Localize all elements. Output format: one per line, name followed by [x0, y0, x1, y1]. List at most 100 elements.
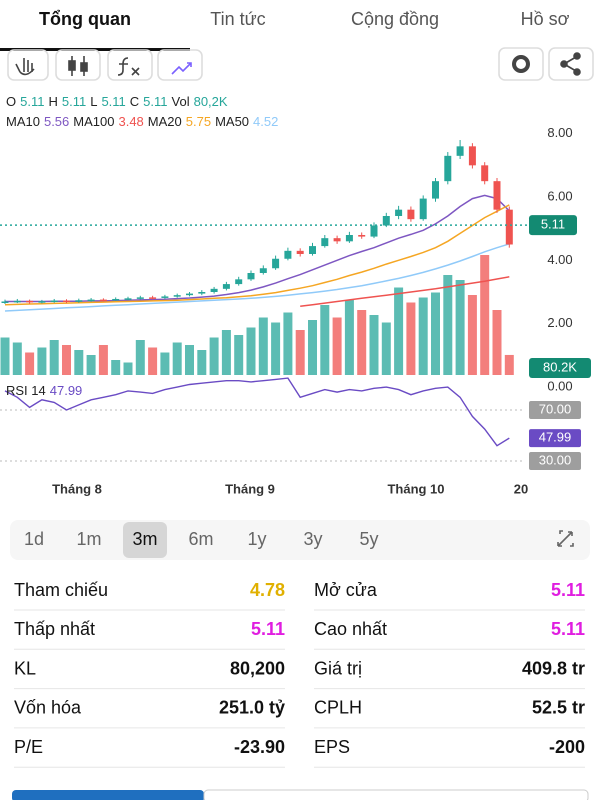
candle-body	[87, 299, 95, 302]
volume-bar	[221, 330, 231, 375]
volume-bar	[443, 275, 453, 375]
volume-bar	[209, 337, 219, 375]
x-tick-label: 20	[514, 481, 528, 496]
bottom-button[interactable]	[203, 789, 589, 800]
expand-icon[interactable]	[557, 530, 574, 547]
tab[interactable]: Hồ sơ	[521, 9, 570, 29]
stat-value: 5.11	[251, 619, 285, 639]
volume-bar	[320, 305, 330, 375]
volume-bar	[357, 310, 367, 375]
volume-bar	[197, 350, 207, 375]
legend-item: 5.11	[62, 94, 86, 109]
rsi-legend-name: RSI 14	[6, 383, 46, 398]
legend-item: O	[6, 94, 16, 109]
stat-label: Thấp nhất	[14, 619, 95, 639]
volume-bar	[74, 350, 84, 375]
volume-bar	[394, 287, 404, 375]
candle-body	[26, 300, 34, 303]
candle-body	[235, 279, 243, 285]
stat-label: Giá trị	[314, 658, 362, 678]
legend-row: MA10 5.56 MA100 3.48 MA20 5.75 MA50 4.52	[6, 114, 278, 129]
volume-bar	[62, 345, 71, 375]
volume-bar	[406, 302, 416, 375]
volume-bar	[271, 322, 281, 375]
tool-button[interactable]	[7, 49, 49, 81]
candle-body	[444, 155, 452, 182]
bottom-button[interactable]	[12, 790, 204, 800]
stat-value: 80,200	[230, 658, 285, 678]
candle-body	[186, 293, 193, 296]
candle-body	[198, 292, 206, 294]
legend-item: 5.11	[20, 94, 44, 109]
volume-bar	[308, 320, 317, 375]
tool-button[interactable]	[107, 49, 153, 81]
volume-bar	[135, 340, 145, 375]
x-tick-label: Tháng 9	[225, 481, 275, 496]
candle-body	[149, 297, 157, 299]
candle-body	[296, 250, 304, 254]
rsi-tick-badge	[529, 452, 581, 470]
volume-bar	[234, 335, 244, 375]
candle-body	[161, 296, 169, 298]
stat-label: Vốn hóa	[14, 698, 82, 718]
stat-value: 251.0 tỷ	[219, 698, 285, 718]
tool-button[interactable]	[157, 49, 203, 81]
stat-value: -23.90	[234, 737, 285, 757]
tab[interactable]: Cộng đồng	[351, 9, 439, 29]
y-tick-label: 6.00	[547, 188, 572, 203]
volume-bar	[86, 355, 96, 375]
tab[interactable]: Tin tức	[210, 9, 265, 29]
volume-bar	[418, 297, 428, 375]
legend-item: C	[130, 94, 139, 109]
share-dot	[560, 60, 568, 68]
last-price-label: 5.11	[541, 217, 565, 232]
rsi-value-badge	[529, 429, 581, 448]
range-button[interactable]: 1m	[76, 529, 101, 549]
stat-value: 5.11	[551, 580, 585, 600]
range-button[interactable]: 1d	[24, 529, 44, 549]
candle-body	[468, 146, 476, 166]
candle-body	[1, 301, 9, 303]
legend-item: MA100	[73, 114, 114, 129]
candle-body	[432, 181, 439, 199]
candle-body	[222, 284, 230, 289]
legend-item: L	[90, 94, 97, 109]
volume-bar	[37, 347, 47, 375]
share-button[interactable]	[548, 47, 594, 81]
stat-label: KL	[14, 658, 36, 678]
candle-body	[284, 250, 292, 259]
stat-label: Mở cửa	[314, 580, 378, 600]
candle-body	[345, 235, 353, 242]
volume-bar	[455, 280, 465, 375]
range-button[interactable]: 5y	[359, 529, 378, 549]
range-button[interactable]: 6m	[188, 529, 213, 549]
candle-body	[370, 225, 378, 237]
candle-body	[419, 198, 427, 220]
range-button[interactable]: 3m	[132, 529, 157, 549]
candle-body	[407, 209, 415, 220]
stat-value: 5.11	[551, 619, 585, 639]
stat-label: EPS	[314, 737, 350, 757]
candle-body	[382, 216, 390, 226]
share-dot	[573, 52, 581, 60]
volume-badge	[529, 358, 591, 378]
volume-bar	[480, 255, 490, 375]
x-tick-label: Tháng 8	[52, 481, 102, 496]
tab[interactable]: Tổng quan	[39, 9, 131, 29]
candle-body	[63, 300, 70, 303]
tool-button[interactable]	[55, 49, 101, 81]
candle-body	[38, 301, 46, 303]
volume-bar	[431, 292, 440, 375]
volume-label: 80.2K	[543, 359, 577, 374]
ai-icon	[171, 62, 192, 75]
volume-bar	[111, 360, 121, 375]
settings-button[interactable]	[498, 47, 544, 81]
range-button[interactable]: 3y	[303, 529, 322, 549]
gear-icon	[512, 55, 530, 73]
y-tick-label: 0.00	[547, 378, 572, 393]
stat-value: 4.78	[250, 580, 285, 600]
volume-bar	[344, 300, 354, 375]
candle-body	[112, 298, 120, 301]
range-button[interactable]: 1y	[247, 529, 266, 549]
